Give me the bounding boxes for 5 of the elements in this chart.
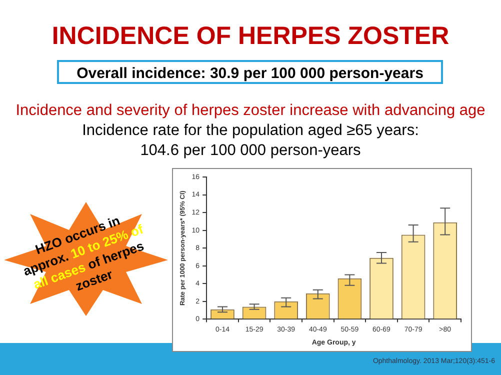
chart-title: INCIDENCE OF HERPES ZOSTER (50, 22, 450, 51)
chart-subtitle: Overall incidence: 30.9 per 100 000 person-years (57, 60, 443, 84)
text: Incidence and severity of herpes zoster increase with advancing age (14, 102, 486, 120)
text: Incidence rate for the population aged ≥65 years: (81, 122, 420, 140)
text: 104.6 per 100 000 person-years (139, 142, 362, 160)
